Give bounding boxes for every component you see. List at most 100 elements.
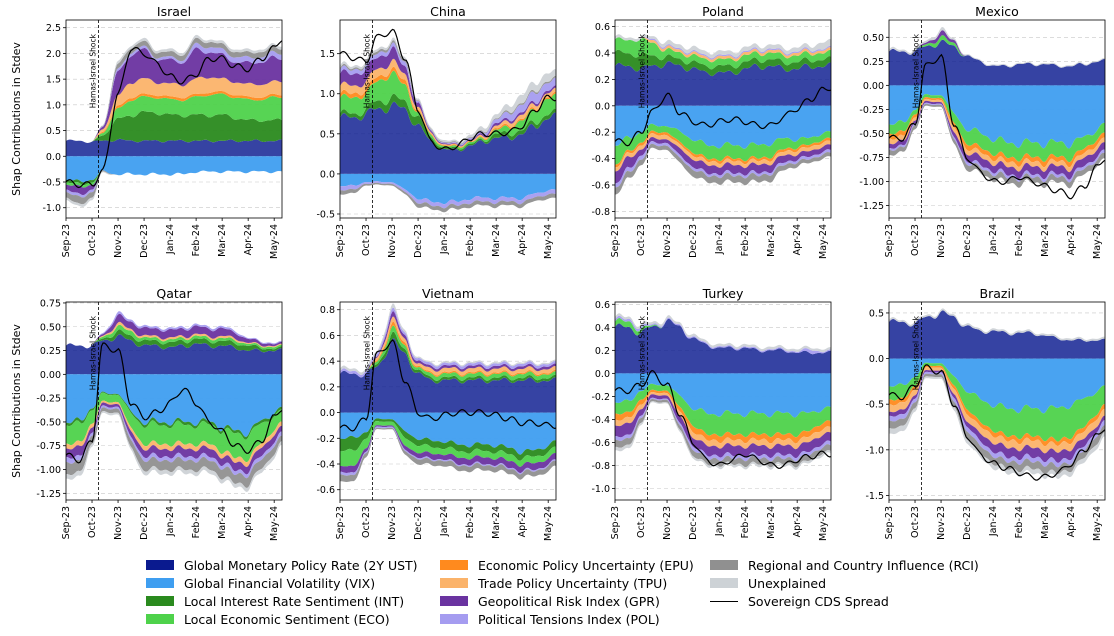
- cds-line: [66, 40, 282, 189]
- y-tick-label: -0.75: [859, 153, 884, 164]
- x-tick-label: Apr-24: [517, 224, 528, 255]
- shap-contribution-charts: Hamas-Israel Shock Israel -1.0 -0.5 0.0 0.5 1.…: [10, 4, 1106, 541]
- legend-item-vix: Global Financial Volatility (VIX): [146, 574, 418, 592]
- area-pos-pol: [340, 42, 556, 146]
- y-tick-label: 0.5: [46, 126, 61, 137]
- chart-poland: Hamas-Israel Shock Poland -0.8 -0.6 -0.4 -0.2…: [591, 4, 832, 259]
- x-tick-label: Oct-23: [87, 224, 98, 256]
- area-neg-rci: [340, 182, 556, 213]
- y-tick-label: 0.50: [863, 33, 884, 44]
- legend-swatch-vix: [146, 578, 174, 588]
- y-tick-label: 2.5: [46, 23, 61, 34]
- plot-frame: [339, 301, 557, 501]
- chart-israel: Hamas-Israel Shock Israel -1.0 -0.5 0.0 0.5 1.…: [10, 4, 283, 259]
- y-tick-label: 0.2: [595, 75, 610, 86]
- y-tick-label: 1.5: [320, 49, 335, 60]
- x-tick-label: May-24: [1092, 506, 1103, 541]
- legend-item-eco: Local Economic Sentiment (ECO): [146, 610, 418, 628]
- legend-swatch-unx: [710, 578, 738, 588]
- plot-frame: [614, 301, 832, 501]
- area-pos-tpu: [66, 321, 282, 349]
- area-pos-tpu: [340, 58, 556, 148]
- x-tick-label: Jan-24: [165, 224, 176, 255]
- plot-area-mexico: [889, 27, 1105, 200]
- y-tick-label: 0.4: [595, 323, 610, 334]
- x-tick-label: May-24: [269, 506, 280, 541]
- x-tick-label: Feb-24: [740, 224, 751, 256]
- legend-line-cds: [710, 600, 738, 602]
- legend-swatch-eco: [146, 614, 174, 624]
- legend-label: Economic Policy Uncertainty (EPU): [478, 557, 694, 573]
- legend-item-epu: Economic Policy Uncertainty (EPU): [440, 556, 694, 574]
- area-neg-vix: [340, 173, 556, 205]
- shock-label: Hamas-Israel Shock: [363, 315, 372, 390]
- cds-line: [615, 86, 831, 147]
- y-tick-label: -1.25: [859, 201, 884, 212]
- y-tick-label: 0.2: [320, 382, 335, 393]
- chart-title: China: [430, 4, 466, 19]
- x-tick-label: Dec-23: [688, 224, 699, 258]
- y-tick-label: -0.5: [316, 209, 335, 220]
- area-pos-mp: [615, 61, 831, 106]
- legend: Global Monetary Policy Rate (2Y UST) Glo…: [140, 556, 1040, 632]
- y-tick-label: -1.00: [36, 465, 61, 476]
- y-tick-label: -1.0: [42, 203, 61, 214]
- legend-swatch-int: [146, 596, 174, 606]
- chart-title: Brazil: [980, 286, 1015, 301]
- x-tick-label: Nov-23: [113, 224, 124, 258]
- legend-swatch-mp: [146, 560, 174, 570]
- y-tick-label: -0.4: [591, 154, 610, 165]
- y-tick-label: -0.4: [316, 460, 335, 471]
- x-tick-label: Oct-23: [636, 506, 647, 538]
- y-tick-label: -0.8: [591, 461, 610, 472]
- x-tick-label: Feb-24: [191, 506, 202, 538]
- plot-frame: [65, 301, 283, 501]
- x-tick-label: Feb-24: [1014, 506, 1025, 538]
- x-tick-label: May-24: [818, 224, 829, 259]
- x-tick-label: Sep-23: [610, 506, 621, 539]
- y-tick-label: 0.25: [40, 346, 61, 357]
- x-tick-label: Dec-23: [962, 506, 973, 540]
- y-tick-label: -0.50: [36, 417, 61, 428]
- y-tick-label: 0.0: [320, 408, 335, 419]
- chart-title: Mexico: [975, 4, 1019, 19]
- area-neg-eco: [66, 170, 282, 188]
- x-tick-label: May-24: [543, 224, 554, 259]
- legend-column-2: Economic Policy Uncertainty (EPU) Trade …: [440, 556, 694, 628]
- chart-qatar: Hamas-Israel Shock Qatar -1.25 -1.00 -0.75 -0…: [10, 286, 283, 541]
- x-tick-label: Feb-24: [465, 224, 476, 256]
- x-tick-label: Mar-24: [766, 224, 777, 257]
- shock-label: Hamas-Israel Shock: [363, 33, 372, 108]
- legend-item-rci: Regional and Country Influence (RCI): [710, 556, 979, 574]
- x-tick-label: Nov-23: [387, 224, 398, 258]
- y-tick-label: -0.6: [591, 438, 610, 449]
- plot-frame: [614, 19, 832, 219]
- x-tick-label: Sep-23: [610, 224, 621, 257]
- plot-frame: [888, 301, 1106, 501]
- x-tick-label: Nov-23: [936, 506, 947, 540]
- shock-label: Hamas-Israel Shock: [89, 33, 98, 108]
- x-tick-label: Mar-24: [217, 506, 228, 539]
- area-neg-vix: [889, 358, 1105, 414]
- legend-label: Geopolitical Risk Index (GPR): [478, 593, 660, 609]
- y-tick-label: -0.6: [316, 485, 335, 496]
- area-pos-pol: [340, 307, 556, 378]
- area-pos-rci: [66, 37, 282, 144]
- area-neg-rci: [66, 407, 282, 488]
- x-tick-label: Apr-24: [243, 224, 254, 255]
- area-pos-epu: [340, 322, 556, 378]
- y-tick-label: 0.6: [320, 331, 335, 342]
- x-tick-label: Oct-23: [361, 224, 372, 256]
- cds-line: [66, 342, 282, 464]
- shock-label: Hamas-Israel Shock: [638, 315, 647, 390]
- chart-mexico: Hamas-Israel Shock Mexico -1.25 -1.00 -0.75 -…: [859, 4, 1106, 259]
- area-neg-int: [66, 391, 282, 440]
- chart-brazil: Hamas-Israel Shock Brazil -1.5 -1.0 -0.5 0.0 0…: [865, 286, 1106, 541]
- x-tick-label: Apr-24: [792, 506, 803, 537]
- legend-column-1: Global Monetary Policy Rate (2Y UST) Glo…: [146, 556, 418, 628]
- legend-item-tpu: Trade Policy Uncertainty (TPU): [440, 574, 694, 592]
- y-tick-label: 0.0: [46, 152, 61, 163]
- y-tick-label: 0.5: [320, 129, 335, 140]
- area-pos-gpr: [340, 311, 556, 378]
